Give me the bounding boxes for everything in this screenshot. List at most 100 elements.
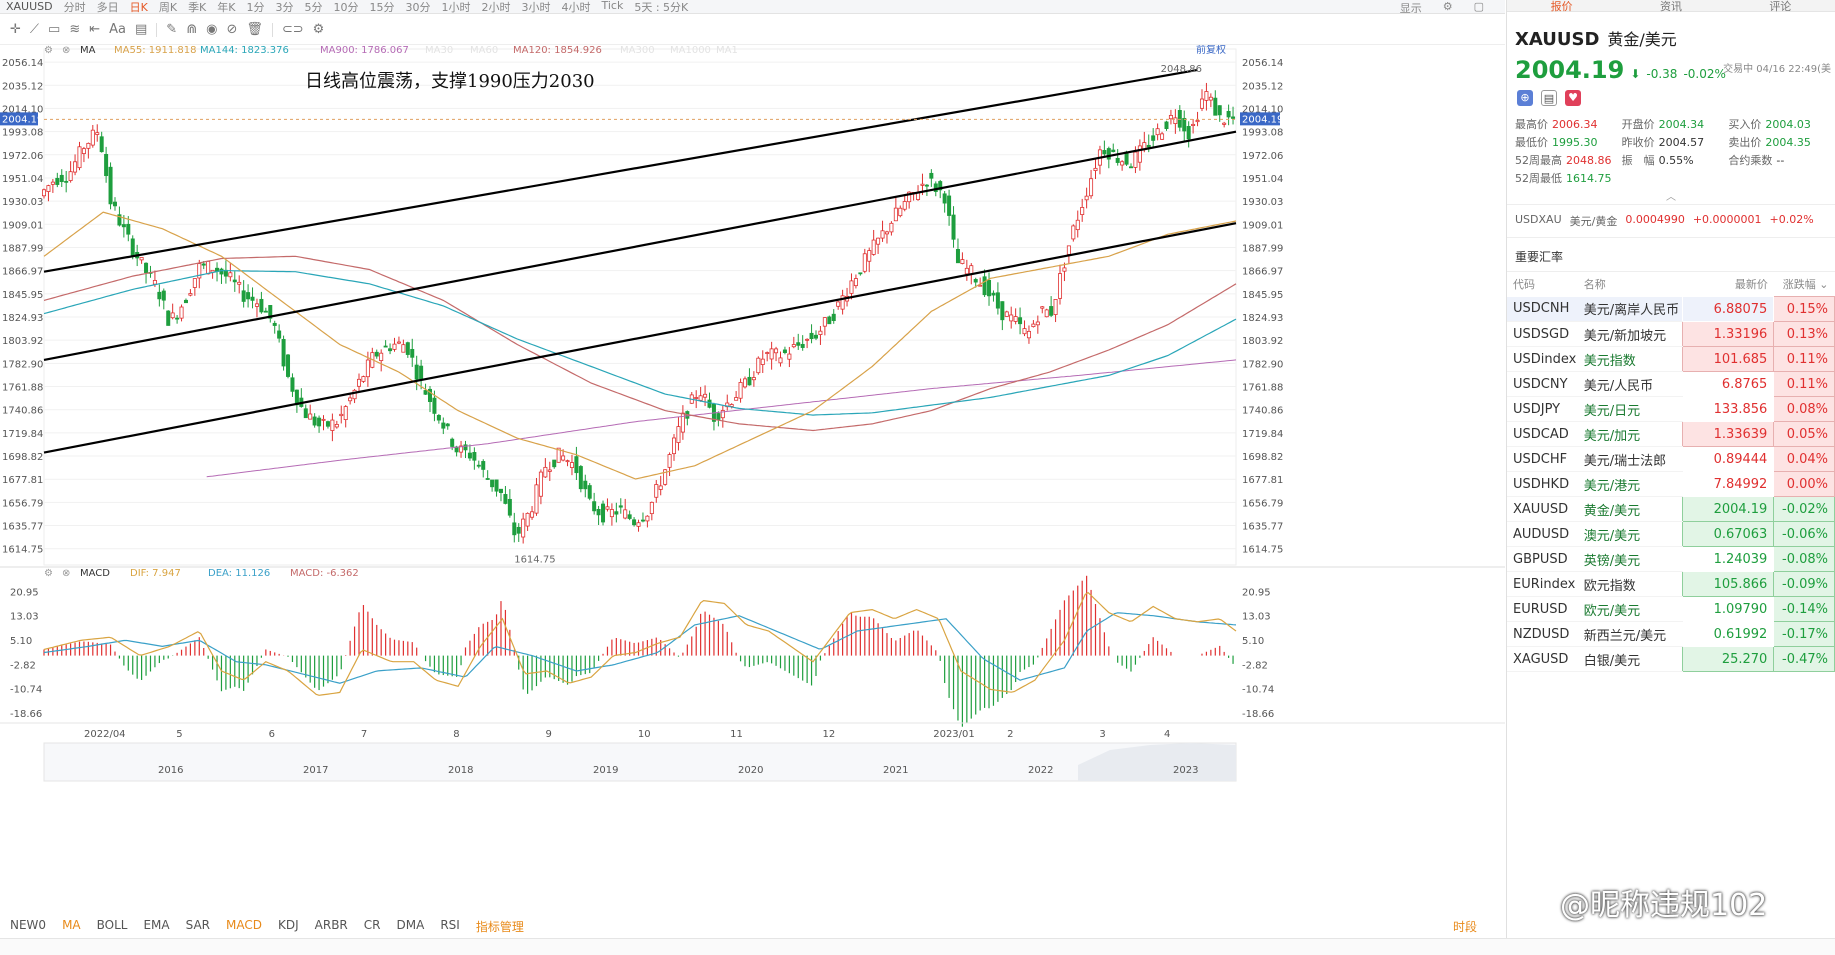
pen-icon[interactable]: ✎ bbox=[166, 22, 178, 37]
ma144-line bbox=[43, 269, 1237, 416]
period-tab[interactable]: 5分 bbox=[304, 0, 323, 14]
col-last[interactable]: 最新价 bbox=[1734, 278, 1768, 291]
candle-body bbox=[1066, 245, 1071, 255]
timeline-year-label: 2016 bbox=[158, 765, 183, 776]
indicator-tab[interactable]: ARBR bbox=[314, 917, 348, 932]
candle-body bbox=[130, 238, 135, 256]
indicator-tab[interactable]: 指标管理 bbox=[475, 919, 524, 934]
magnet-icon[interactable]: ⋒ bbox=[186, 22, 198, 37]
period-tab[interactable]: 3分 bbox=[275, 0, 294, 14]
col-pct[interactable]: 涨跌幅 ⌄ bbox=[1782, 278, 1829, 291]
indicator-tab[interactable]: MACD bbox=[226, 917, 262, 932]
link-icon[interactable]: ⊂⊃ bbox=[281, 22, 304, 37]
kline-chart[interactable]: 2056.14 2056.14 2035.12 2035.12 2014.10 2014.… bbox=[0, 43, 1505, 935]
x-axis-label: 10 bbox=[638, 729, 651, 740]
period-tab[interactable]: 分时 bbox=[63, 0, 86, 14]
chart-area[interactable]: 2056.14 2056.14 2035.12 2035.12 2014.10 2014.… bbox=[0, 43, 1505, 935]
candle-body bbox=[565, 460, 570, 463]
line-tool-icon[interactable]: ⟋ bbox=[29, 22, 40, 37]
display-menu[interactable]: 显示 bbox=[1399, 2, 1422, 14]
collapse-caret-icon[interactable]: ︿ bbox=[1666, 192, 1676, 203]
tab-quote[interactable]: 报价 bbox=[1550, 0, 1573, 13]
col-code[interactable]: 代码 bbox=[1513, 278, 1535, 292]
indicator-tab[interactable]: MA bbox=[62, 917, 81, 932]
y-tick-label-right: 1635.77 bbox=[1242, 522, 1283, 533]
table-row[interactable]: USDSGD 美元/新加坡元 1.33196 0.13% bbox=[1507, 321, 1835, 347]
y-tick-label-right: 1761.88 bbox=[1242, 383, 1283, 394]
candle-body bbox=[237, 281, 242, 285]
candle-body bbox=[1195, 120, 1200, 123]
candle-body bbox=[995, 292, 1000, 309]
table-row[interactable]: USDCHF 美元/瑞士法郎 0.89444 0.04% bbox=[1507, 446, 1835, 472]
table-row[interactable]: USDJPY 美元/日元 133.856 0.08% bbox=[1507, 396, 1835, 422]
y-tick-label-left: 1635.77 bbox=[2, 522, 43, 533]
period-tab[interactable]: 10分 bbox=[333, 0, 359, 14]
table-row[interactable]: NZDUSD 新西兰元/美元 0.61992 -0.17% bbox=[1507, 621, 1835, 647]
candle-body bbox=[445, 423, 450, 427]
period-tab[interactable]: 1分 bbox=[246, 0, 265, 14]
candle-body bbox=[365, 359, 370, 378]
gear-icon[interactable]: ⚙ bbox=[312, 22, 325, 37]
indicator-tab[interactable]: DMA bbox=[396, 917, 425, 932]
table-row[interactable]: AUDUSD 澳元/美元 0.67063 -0.06% bbox=[1507, 521, 1835, 547]
period-tab[interactable]: 4小时 bbox=[561, 0, 591, 14]
period-tab[interactable]: 1小时 bbox=[441, 0, 471, 14]
candle-body bbox=[290, 377, 295, 392]
indicator-tab[interactable]: EMA bbox=[143, 917, 170, 932]
col-name[interactable]: 名称 bbox=[1583, 278, 1606, 292]
period-tab[interactable]: 15分 bbox=[369, 0, 395, 14]
down-arrow-icon: ⬇ bbox=[1630, 67, 1641, 81]
doc-icon[interactable]: ▤ bbox=[1541, 90, 1557, 106]
period-tab[interactable]: 3小时 bbox=[521, 0, 551, 14]
shape-tool-icon[interactable]: ▭ bbox=[48, 22, 61, 37]
period-tab[interactable]: 季K bbox=[188, 0, 207, 14]
candle-body bbox=[281, 338, 286, 367]
symbol-label[interactable]: XAUUSD bbox=[6, 0, 53, 13]
candle-body bbox=[1040, 306, 1045, 309]
period-tab[interactable]: 30分 bbox=[405, 0, 431, 14]
table-row[interactable]: USDCAD 美元/加元 1.33639 0.05% bbox=[1507, 421, 1835, 447]
indicator-tab[interactable]: CR bbox=[363, 917, 381, 932]
tab-news[interactable]: 资讯 bbox=[1659, 0, 1682, 13]
lock-icon[interactable]: ⊘ bbox=[226, 22, 238, 37]
period-tab[interactable]: 5天 : 5分K bbox=[634, 0, 689, 14]
eye-icon[interactable]: ◉ bbox=[206, 22, 218, 37]
indicator-tab[interactable]: NEW0 bbox=[10, 917, 47, 932]
trash-icon[interactable]: 🗑 bbox=[246, 22, 263, 37]
measure-tool-icon[interactable]: ⇤ bbox=[89, 22, 101, 37]
period-tab[interactable]: 日K bbox=[129, 0, 148, 14]
table-row[interactable]: USDCNH 美元/离岸人民币 6.88075 0.15% bbox=[1507, 296, 1835, 322]
related-rate[interactable]: USDXAU 美元/黄金 0.0004990 +0.0000001 +0.02% bbox=[1507, 204, 1835, 238]
indicator-tab[interactable]: KDJ bbox=[278, 917, 299, 932]
period-tab[interactable]: Tick bbox=[601, 0, 624, 12]
note-tool-icon[interactable]: ▤ bbox=[134, 22, 148, 37]
period-tab[interactable]: 周K bbox=[158, 0, 178, 14]
indicator-tab[interactable]: RSI bbox=[440, 917, 460, 932]
layout-icon[interactable]: ▢ bbox=[1473, 0, 1484, 13]
tab-comments[interactable]: 评论 bbox=[1769, 0, 1792, 13]
table-row[interactable]: USDindex 美元指数 101.685 0.11% bbox=[1507, 346, 1835, 372]
period-tab[interactable]: 2小时 bbox=[481, 0, 511, 14]
settings-icon[interactable]: ⚙ bbox=[1442, 0, 1453, 13]
session-button[interactable]: 时段 bbox=[1452, 919, 1477, 934]
text-tool-icon[interactable]: Aa bbox=[109, 22, 126, 37]
table-row[interactable]: USDCNY 美元/人民币 6.8765 0.11% bbox=[1507, 371, 1835, 397]
indicator-tab[interactable]: BOLL bbox=[96, 917, 128, 932]
fib-tool-icon[interactable]: ≋ bbox=[69, 22, 81, 37]
table-row[interactable]: XAGUSD 白银/美元 25.270 -0.47% bbox=[1507, 646, 1835, 672]
period-tab[interactable]: 多日 bbox=[96, 0, 119, 14]
table-row[interactable]: XAUUSD 黄金/美元 2004.19 -0.02% bbox=[1507, 496, 1835, 522]
candle-body bbox=[1199, 98, 1204, 109]
candle-body bbox=[459, 445, 464, 453]
period-tab[interactable]: 年K bbox=[217, 0, 236, 14]
candle-body bbox=[1204, 91, 1209, 101]
table-row[interactable]: EURindex 欧元指数 105.866 -0.09% bbox=[1507, 571, 1835, 597]
heart-icon[interactable]: ♥ bbox=[1565, 90, 1581, 106]
crosshair-icon[interactable]: ✛ bbox=[10, 22, 21, 37]
candle-body bbox=[1009, 314, 1014, 322]
table-row[interactable]: EURUSD 欧元/美元 1.09790 -0.14% bbox=[1507, 596, 1835, 622]
indicator-tab[interactable]: SAR bbox=[185, 917, 211, 932]
globe-icon[interactable]: ⊕ bbox=[1517, 90, 1533, 106]
table-row[interactable]: USDHKD 美元/港元 7.84992 0.00% bbox=[1507, 471, 1835, 497]
table-row[interactable]: GBPUSD 英镑/美元 1.24039 -0.08% bbox=[1507, 546, 1835, 572]
